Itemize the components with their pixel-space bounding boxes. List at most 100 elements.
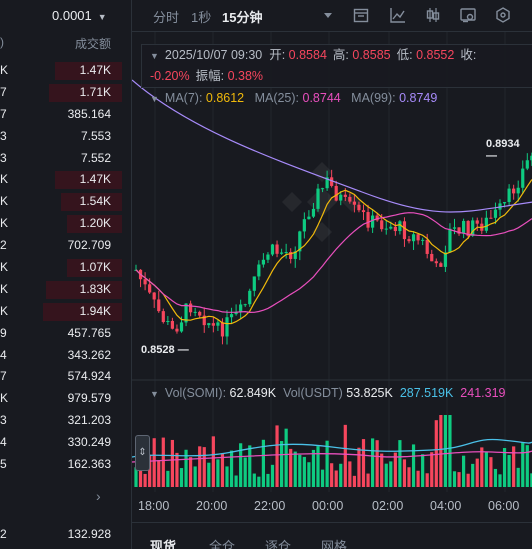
row-label: 7 <box>0 369 7 384</box>
tab-grid[interactable]: 网格 <box>321 539 348 549</box>
candlestick-icon[interactable] <box>424 6 442 24</box>
order-book-row[interactable]: K 1.83K <box>0 279 122 301</box>
order-book-row[interactable]: K 1.07K <box>0 257 122 279</box>
candle-body <box>361 210 366 213</box>
order-book-row[interactable]: K 1.54K <box>0 191 122 213</box>
interval-1s[interactable]: 1秒 <box>191 10 212 25</box>
tab-spot[interactable]: 现货 <box>150 539 177 549</box>
tick-size-value[interactable]: 0.0001 <box>52 8 92 23</box>
row-value: 385.164 <box>67 106 111 121</box>
low-price-marker: 0.8528 — <box>141 344 189 356</box>
volume-bar <box>148 454 152 487</box>
volume-bar <box>325 440 329 487</box>
chevron-down-icon[interactable]: ▼ <box>97 12 107 22</box>
volume-bar <box>334 470 338 487</box>
candle-body <box>411 234 416 242</box>
volume-bar <box>193 466 197 487</box>
settings-hex-icon[interactable] <box>494 6 512 24</box>
ma25-line <box>135 212 532 314</box>
volume-bar <box>443 415 447 487</box>
candle-body <box>166 320 170 323</box>
order-book-row[interactable]: 3 7.553 <box>0 126 122 148</box>
candle-body <box>252 276 256 291</box>
volume-bar <box>298 454 302 487</box>
order-book-rows: K 1.47K 7 1.71K 7 385.164 3 7.553 3 7.552 K 1.47K K 1… <box>0 60 122 476</box>
candle-body <box>457 227 461 234</box>
depth-bar <box>54 171 122 190</box>
order-book-row[interactable]: 7 574.924 <box>0 366 122 388</box>
candle-body <box>243 304 247 306</box>
volume-bar <box>157 460 161 487</box>
order-book-row[interactable]: 4 343.262 <box>0 345 122 367</box>
chevron-right-icon[interactable]: › <box>96 488 101 504</box>
interval-timeline[interactable]: 分时 <box>153 10 180 25</box>
row-value: 7.552 <box>80 150 111 165</box>
candle-body <box>389 226 393 229</box>
order-book-row[interactable]: 7 1.71K <box>0 82 122 104</box>
order-book-row[interactable]: K 979.579 <box>0 388 122 410</box>
row-value: 1.20K <box>79 216 111 231</box>
line-chart-icon[interactable] <box>389 6 407 24</box>
order-book-row[interactable]: K 1.20K <box>0 213 122 235</box>
high-price-marker: 0.8934 — <box>486 138 520 162</box>
order-book-row[interactable]: 5 162.363 <box>0 454 122 476</box>
order-book-last-row[interactable]: 2 132.928 <box>0 524 122 544</box>
candle-body <box>371 215 375 228</box>
collapse-caret-icon[interactable]: ▼ <box>150 389 159 399</box>
candle-body <box>452 227 457 229</box>
x-tick-label: 20:00 <box>196 499 228 513</box>
tab-isolated[interactable]: 逐仓 <box>265 539 292 549</box>
candle-body <box>352 201 356 205</box>
x-tick-label: 22:00 <box>254 499 286 513</box>
order-book-row[interactable]: 7 385.164 <box>0 104 122 126</box>
volume-bar <box>421 454 425 487</box>
order-book-row[interactable]: 4 330.249 <box>0 432 122 454</box>
volume-bar <box>270 464 275 487</box>
indicator-settings-icon[interactable] <box>459 6 477 24</box>
volume-bar <box>407 467 411 487</box>
row-value: 1.71K <box>79 84 111 99</box>
candle-body <box>343 194 347 197</box>
order-book-row[interactable]: 3 321.203 <box>0 410 122 432</box>
calendar-icon[interactable] <box>352 6 370 24</box>
volume-bar <box>280 441 284 487</box>
low-value: 0.8552 <box>416 48 455 62</box>
volume-bar <box>343 424 347 487</box>
row-value: 702.709 <box>67 238 111 253</box>
depth-bar <box>67 215 122 234</box>
depth-bar <box>61 193 122 212</box>
row-label: 4 <box>0 435 7 450</box>
candle-body <box>348 196 352 202</box>
pane-drag-handle[interactable]: ⇕ <box>135 435 150 471</box>
order-book-row[interactable]: 9 457.765 <box>0 323 122 345</box>
volume-bar <box>530 473 532 487</box>
order-book-row[interactable]: K 1.47K <box>0 60 122 82</box>
order-book-row[interactable]: K 1.47K <box>0 169 122 191</box>
candle-body <box>143 279 147 285</box>
volume-bars <box>131 415 532 487</box>
collapse-caret-icon[interactable]: ▼ <box>150 51 159 61</box>
depth-bar <box>46 280 122 299</box>
candle-body <box>493 209 498 218</box>
order-book-row[interactable]: K 1.94K <box>0 301 122 323</box>
candle-body <box>502 202 507 204</box>
candle-body <box>384 228 388 230</box>
candle-body <box>439 263 443 267</box>
candle-body <box>475 220 479 224</box>
row-label: 2 <box>0 238 7 253</box>
row-label: K <box>0 391 9 406</box>
dropdown-caret-icon[interactable] <box>319 6 337 24</box>
interval-15m[interactable]: 15分钟 <box>222 10 263 25</box>
order-book-row[interactable]: 2 702.709 <box>0 235 122 257</box>
kline-chart[interactable]: ▼ 2025/10/07 09:30 开: 0.8584 高: 0.8585 低: 0… <box>131 32 532 520</box>
tab-cross[interactable]: 全仓 <box>209 539 236 549</box>
collapse-caret-icon[interactable]: ▼ <box>150 94 159 104</box>
tick-size-selector[interactable]: 0.0001 ▼ <box>52 8 107 23</box>
candle-body <box>261 259 265 265</box>
depth-bar <box>42 302 122 321</box>
candle-body <box>266 254 270 260</box>
volume-ma5-line <box>131 438 532 458</box>
row-value: 343.262 <box>67 347 111 362</box>
order-book-row[interactable]: 3 7.552 <box>0 148 122 170</box>
toolbar-divider <box>132 31 532 32</box>
